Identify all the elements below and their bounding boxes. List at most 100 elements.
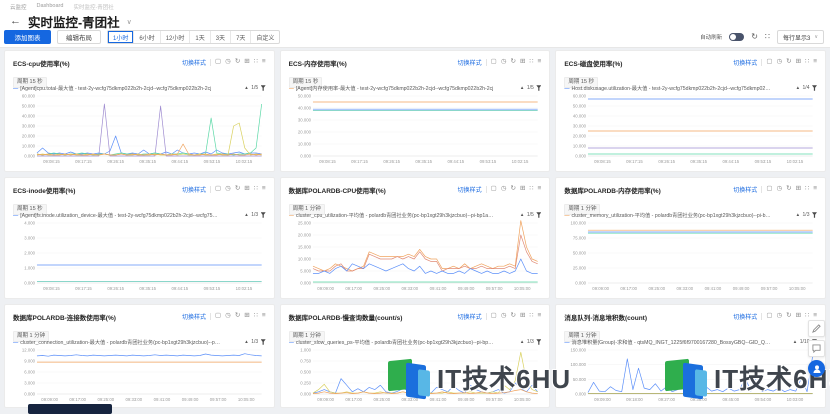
menu-icon[interactable]: ≡ xyxy=(261,58,266,66)
legend-item[interactable]: — [Agent]fs.inode.utilization_device-最大值 … xyxy=(13,212,220,219)
fullscreen-icon[interactable]: ∷ xyxy=(253,185,258,193)
clock-icon[interactable]: ◷ xyxy=(225,58,231,66)
chart-style-icon[interactable]: ▢ xyxy=(490,312,497,320)
refresh-icon[interactable]: ↻ xyxy=(234,312,241,320)
filter-icon[interactable] xyxy=(260,339,266,345)
filter-icon[interactable] xyxy=(536,85,542,91)
refresh-icon[interactable]: ↻ xyxy=(234,185,241,193)
copy-icon[interactable]: ⊞ xyxy=(519,185,526,193)
filter-icon[interactable] xyxy=(260,212,266,218)
legend-up-icon[interactable]: ▲ xyxy=(244,338,249,344)
menu-icon[interactable]: ≡ xyxy=(537,58,542,66)
legend-up-icon[interactable]: ▲ xyxy=(795,84,801,90)
chart-style-icon[interactable]: ▢ xyxy=(490,58,497,66)
time-range-6小时[interactable]: 6小时 xyxy=(134,31,161,43)
legend-item[interactable]: — cluster_memory_utilization-平均值 - polard… xyxy=(564,212,771,219)
feedback-chat-icon[interactable] xyxy=(808,340,825,357)
switch-style-link[interactable]: 切换样式 xyxy=(457,61,482,67)
filter-icon[interactable] xyxy=(811,85,817,91)
legend-item[interactable]: — 消息堆积量(Group)-求和值 - qtsMQ_INGT_1225f6f97… xyxy=(564,339,771,346)
switch-style-link[interactable]: 切换样式 xyxy=(733,315,758,321)
chart-style-icon[interactable]: ▢ xyxy=(214,185,222,193)
chart-plot[interactable]: 50.000 40.000 30.000 20.000 10.000 0.000 09:08… xyxy=(289,93,542,171)
chart-style-icon[interactable]: ▢ xyxy=(766,58,773,66)
copy-icon[interactable]: ⊞ xyxy=(244,185,250,193)
legend-up-icon[interactable]: ▲ xyxy=(244,211,249,217)
chevron-down-icon[interactable]: ∨ xyxy=(126,18,132,26)
legend-up-icon[interactable]: ▲ xyxy=(519,211,525,217)
refresh-icon[interactable]: ↻ xyxy=(751,32,758,41)
copy-icon[interactable]: ⊞ xyxy=(795,185,802,193)
legend-item[interactable]: — Host.diskusage.utilization-最大值 - test-2… xyxy=(564,85,771,92)
menu-icon[interactable]: ≡ xyxy=(813,58,817,66)
legend-up-icon[interactable]: ▲ xyxy=(244,84,249,90)
legend-item[interactable]: — cluster_slow_queries_ps-平均值 - polardb青团… xyxy=(289,339,496,346)
time-range-7天[interactable]: 7天 xyxy=(231,31,252,43)
chart-plot[interactable]: 60.000 50.000 40.000 30.000 20.000 10.000 0.00… xyxy=(13,93,266,171)
filter-icon[interactable] xyxy=(260,85,266,91)
fullscreen-icon[interactable]: ∷ xyxy=(805,58,810,66)
copy-icon[interactable]: ⊞ xyxy=(244,312,250,320)
time-range-1小时[interactable]: 1小时 xyxy=(108,31,135,43)
menu-icon[interactable]: ≡ xyxy=(537,185,542,193)
refresh-icon[interactable]: ↻ xyxy=(786,185,792,193)
legend-up-icon[interactable]: ▲ xyxy=(519,338,525,344)
chart-plot[interactable]: 100.000 75.000 50.000 25.000 0.000 09:09:00 09… xyxy=(564,220,817,298)
clock-icon[interactable]: ◷ xyxy=(500,312,507,320)
switch-style-link[interactable]: 切换样式 xyxy=(733,188,758,194)
refresh-icon[interactable]: ↻ xyxy=(786,58,792,66)
chart-style-icon[interactable]: ▢ xyxy=(214,58,222,66)
auto-refresh-toggle[interactable] xyxy=(729,33,745,41)
chart-style-icon[interactable]: ▢ xyxy=(766,312,773,320)
rows-per-line-select[interactable]: 每行显示3 ∨ xyxy=(776,30,824,44)
time-range-12小时[interactable]: 12小时 xyxy=(161,31,191,43)
chart-plot[interactable]: 1.000 0.750 0.500 0.250 0.000 09:09:00 09:17:0… xyxy=(289,347,542,407)
breadcrumb-cloudmonitor[interactable]: 云监控 xyxy=(10,5,27,11)
filter-icon[interactable] xyxy=(536,339,542,345)
menu-icon[interactable]: ≡ xyxy=(261,312,266,320)
clock-icon[interactable]: ◷ xyxy=(776,312,783,320)
legend-up-icon[interactable]: ▲ xyxy=(519,84,525,90)
legend-up-icon[interactable]: ▲ xyxy=(792,338,798,344)
clock-icon[interactable]: ◷ xyxy=(500,185,507,193)
clock-icon[interactable]: ◷ xyxy=(500,58,507,66)
clock-icon[interactable]: ◷ xyxy=(776,185,783,193)
clock-icon[interactable]: ◷ xyxy=(776,58,783,66)
switch-style-link[interactable]: 切换样式 xyxy=(733,61,758,67)
chart-plot[interactable]: 60.000 50.000 40.000 30.000 20.000 10.000 0.00… xyxy=(564,93,817,171)
refresh-icon[interactable]: ↻ xyxy=(234,58,241,66)
refresh-icon[interactable]: ↻ xyxy=(786,312,792,320)
edit-pencil-icon[interactable] xyxy=(808,320,825,337)
copy-icon[interactable]: ⊞ xyxy=(795,312,802,320)
filter-icon[interactable] xyxy=(811,212,817,218)
menu-icon[interactable]: ≡ xyxy=(537,312,542,320)
legend-item[interactable]: — cluster_cpu_utilization-平均值 - polardb青团… xyxy=(289,212,496,219)
copy-icon[interactable]: ⊞ xyxy=(244,58,250,66)
refresh-icon[interactable]: ↻ xyxy=(510,185,516,193)
edit-layout-button[interactable]: 编辑布局 xyxy=(57,30,101,44)
copy-icon[interactable]: ⊞ xyxy=(795,58,802,66)
customer-service-badge[interactable] xyxy=(808,360,825,377)
time-range-3天[interactable]: 3天 xyxy=(211,31,232,43)
chart-plot[interactable]: 25.000 20.000 15.000 10.000 5.000 0.000 09:09:… xyxy=(289,220,542,298)
legend-item[interactable]: — [Agent]内存使用率-最大值 - test-2y-wcfg75dkmp02… xyxy=(289,85,494,92)
chart-style-icon[interactable]: ▢ xyxy=(490,185,497,193)
fullscreen-icon[interactable]: ∷ xyxy=(529,58,534,66)
fullscreen-icon[interactable]: ∷ xyxy=(529,312,534,320)
legend-item[interactable]: — [Agent]cpu.total-最大值 - test-2y-wcfg75dk… xyxy=(13,85,211,92)
fullscreen-icon[interactable]: ∷ xyxy=(805,312,810,320)
time-range-自定义[interactable]: 自定义 xyxy=(256,35,275,42)
add-chart-button[interactable]: 添加图表 xyxy=(4,30,51,44)
switch-style-link[interactable]: 切换样式 xyxy=(181,188,206,194)
menu-icon[interactable]: ≡ xyxy=(261,185,266,193)
copy-icon[interactable]: ⊞ xyxy=(519,58,526,66)
fullscreen-icon[interactable]: ∷ xyxy=(805,185,810,193)
copy-icon[interactable]: ⊞ xyxy=(519,312,526,320)
chart-plot[interactable]: 4.000 3.000 2.000 1.000 0.000 09:08:15 09:17:1… xyxy=(13,220,266,298)
breadcrumb-dashboard[interactable]: Dashboard xyxy=(36,3,64,9)
back-arrow-icon[interactable]: ← xyxy=(10,15,21,27)
chart-plot[interactable]: 150.000 100.000 50.000 0.000 09:09:00 09:18:0… xyxy=(564,347,817,407)
switch-style-link[interactable]: 切换样式 xyxy=(457,315,482,321)
fullscreen-icon[interactable]: ∷ xyxy=(253,312,258,320)
legend-item[interactable]: — cluster_connection_utilization-最大值 - po… xyxy=(13,339,220,346)
